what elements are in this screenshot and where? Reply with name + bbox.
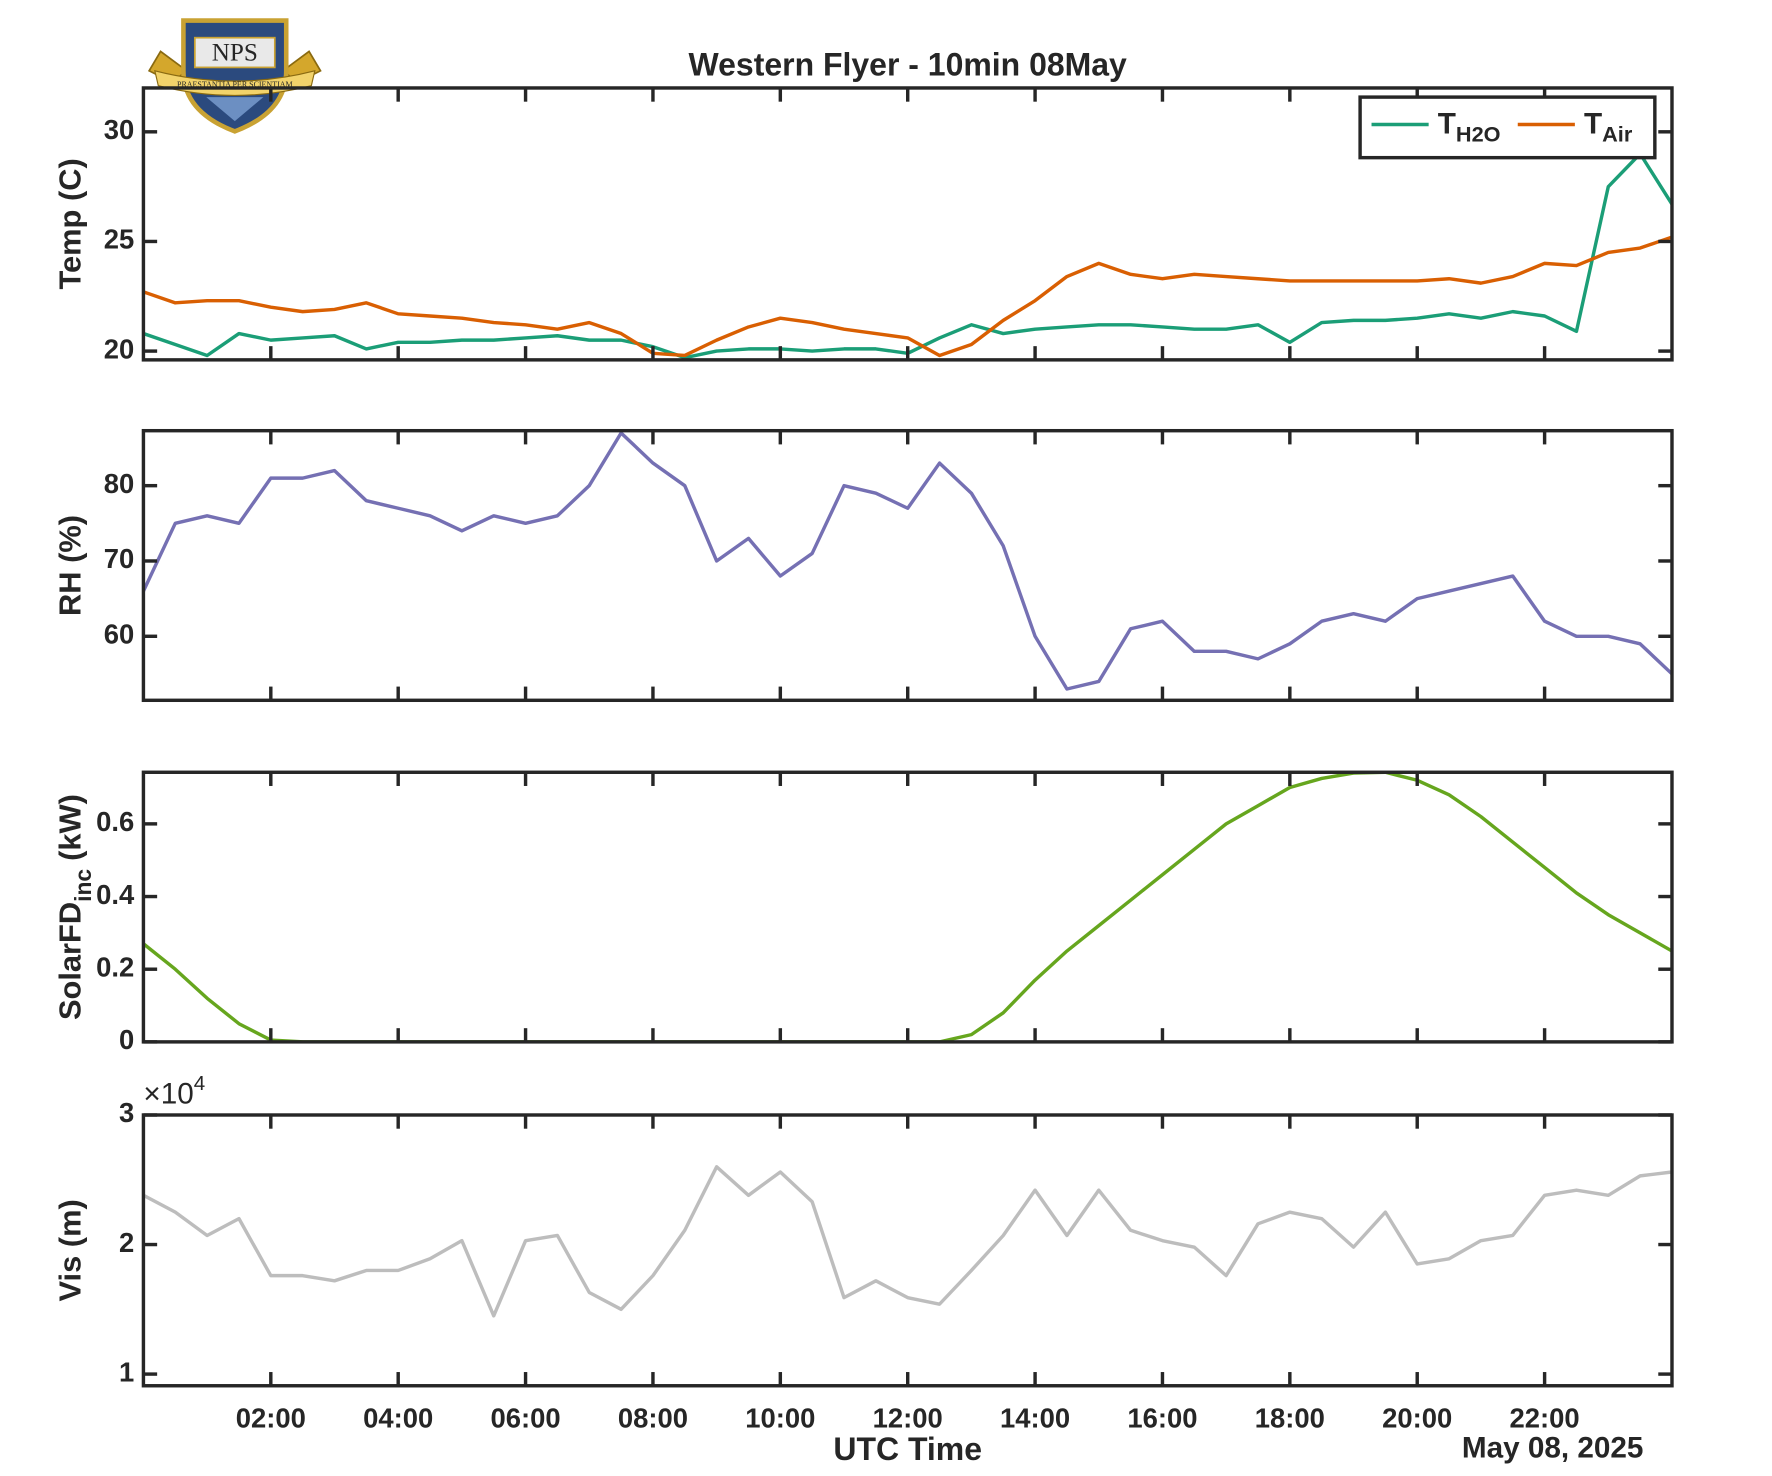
y-tick-label: 70: [104, 543, 134, 574]
y-tick-label: 0.4: [96, 879, 135, 910]
y-label-text: Temp (C): [53, 158, 88, 289]
y-tick-label: 0.2: [96, 951, 134, 982]
y-tick-label: 2: [119, 1227, 134, 1258]
y-axis-label: Vis (m): [53, 1199, 88, 1301]
y-multiplier-base: ×10: [143, 1078, 193, 1111]
y-label-text: Vis (m): [53, 1199, 88, 1301]
data-line: [143, 431, 1672, 691]
legend-box: [1358, 95, 1657, 160]
logo-text: NPS: [212, 40, 258, 67]
y-tick-label: 1: [119, 1356, 134, 1387]
axes-frame: [141, 770, 1674, 1044]
y-multiplier: ×104: [143, 1072, 205, 1111]
y-tick-label: 3: [119, 1097, 134, 1128]
x-tick-label: 04:00: [363, 1402, 433, 1433]
y-tick-label: 25: [104, 224, 134, 255]
x-tick-label: 10:00: [745, 1402, 815, 1433]
data-line: [143, 152, 1672, 360]
logo-emblem: [206, 97, 264, 122]
x-tick-label: 18:00: [1255, 1402, 1325, 1433]
y-tick-label: 30: [104, 114, 134, 145]
legend-entry: TH2O: [1438, 108, 1501, 147]
y-axis-label: RH (%): [53, 515, 88, 616]
legend-name: T: [1438, 108, 1456, 141]
legend-name: T: [1584, 108, 1602, 141]
y-tick-label: 60: [104, 619, 134, 650]
logo: NPS PRAESTANTIA PER SCIENTIAM: [147, 18, 322, 134]
x-tick-label: 02:00: [236, 1402, 306, 1433]
y-label-sub: inc: [70, 869, 96, 902]
logo-plate: [193, 36, 276, 69]
x-axis-label: UTC Time: [833, 1431, 982, 1467]
y-label-unit: (kW): [53, 794, 88, 861]
y-axis-label: Temp (C): [53, 158, 88, 289]
date-label: May 08, 2025: [1462, 1432, 1644, 1465]
x-tick-label: 14:00: [1000, 1402, 1070, 1433]
x-tick-label: 12:00: [873, 1402, 943, 1433]
legend-entry: TAir: [1584, 108, 1633, 147]
x-tick-label: 22:00: [1510, 1402, 1580, 1433]
legend-name-sub: Air: [1602, 122, 1633, 147]
y-tick-label: 20: [104, 333, 134, 364]
chart-title: Western Flyer - 10min 08May: [689, 46, 1127, 82]
axes-frame: [141, 1113, 1674, 1388]
axes-frame: [141, 428, 1674, 703]
x-tick-label: 16:00: [1127, 1402, 1197, 1433]
legend-name-sub: H2O: [1456, 122, 1501, 147]
logo-motto: PRAESTANTIA PER SCIENTIAM: [177, 80, 293, 89]
y-label-text: SolarFD: [53, 902, 88, 1020]
x-tick-label: 08:00: [618, 1402, 688, 1433]
x-tick-label: 06:00: [491, 1402, 561, 1433]
y-axis-label: SolarFDinc (kW): [53, 794, 96, 1020]
data-line: [143, 235, 1672, 358]
data-line: [143, 1165, 1672, 1318]
y-multiplier-exp: 4: [194, 1072, 205, 1095]
y-label-text: RH (%): [53, 515, 88, 616]
y-tick-label: 0: [119, 1024, 134, 1055]
data-line: [143, 772, 1672, 1042]
y-tick-label: 0.6: [96, 806, 134, 837]
y-tick-label: 80: [104, 468, 134, 499]
x-tick-label: 20:00: [1382, 1402, 1452, 1433]
